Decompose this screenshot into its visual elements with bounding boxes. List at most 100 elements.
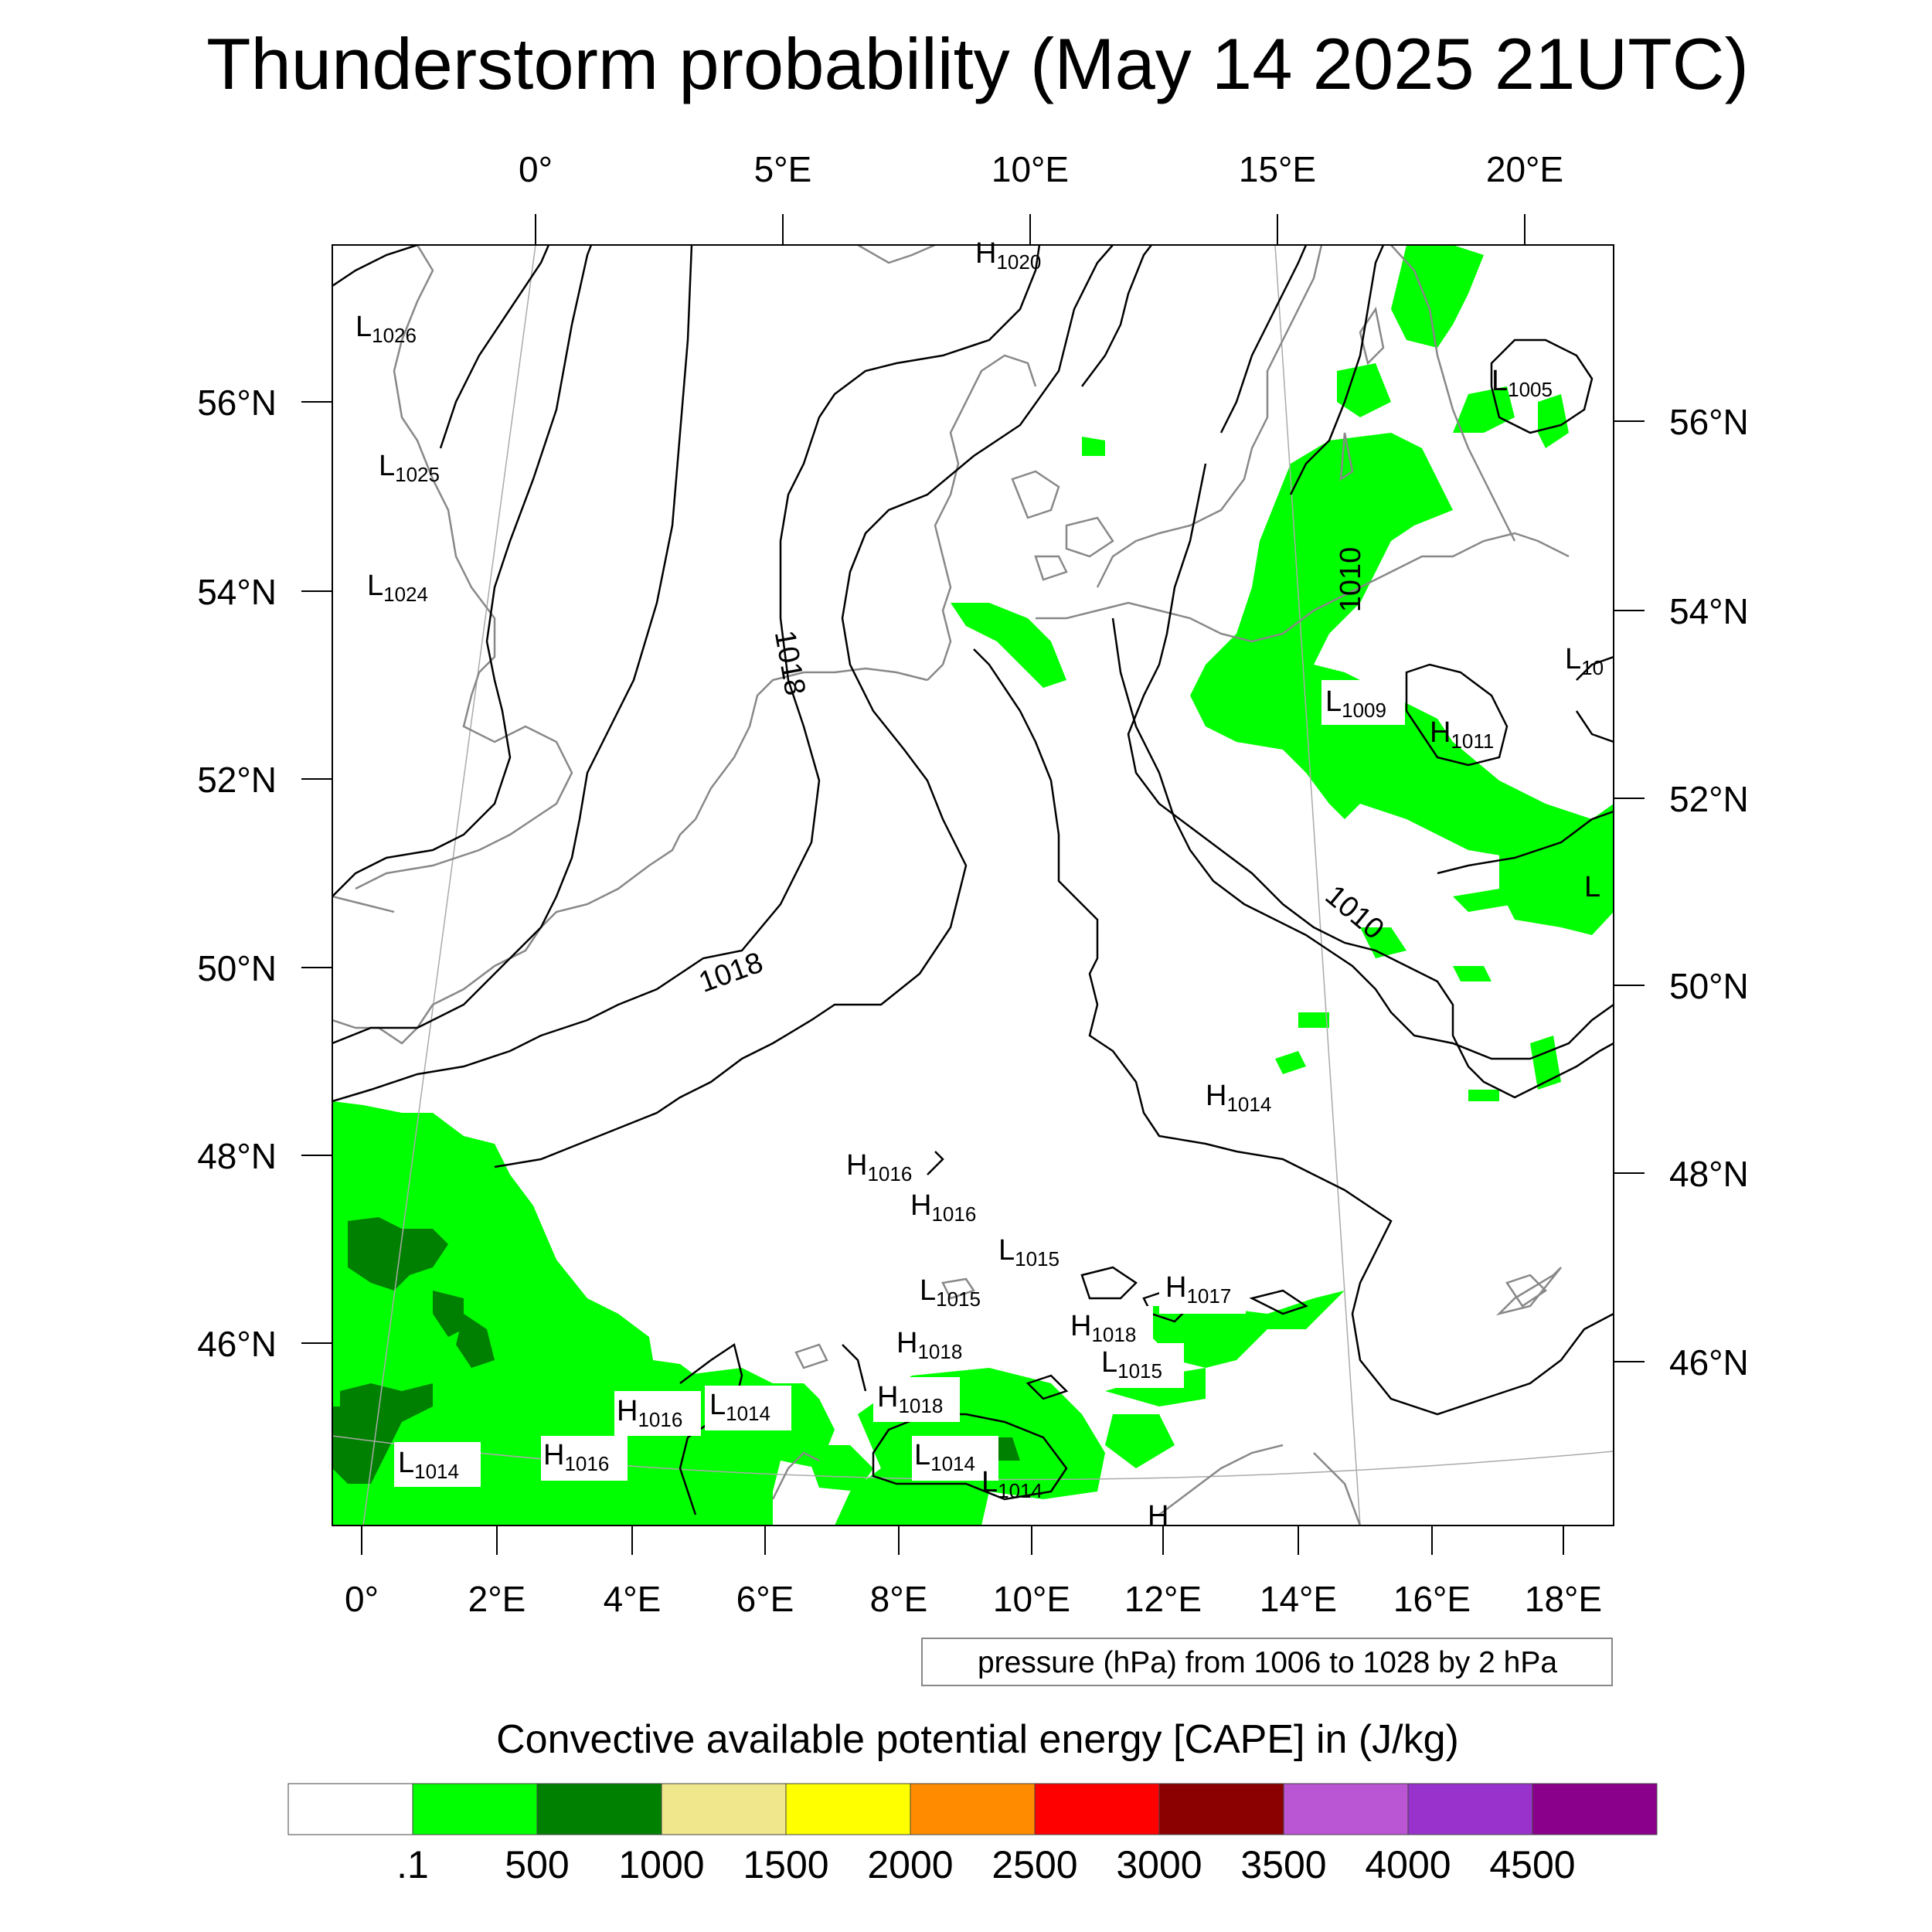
- legend-label: 3000: [1116, 1843, 1202, 1886]
- pressure-center: L1014: [709, 1389, 770, 1425]
- pressure-centers: H1020 L1026 L1025 L1024 L1005 L1009 H101…: [355, 237, 1604, 1532]
- svg-text:H1016: H1016: [910, 1189, 976, 1226]
- svg-text:L1026: L1026: [355, 311, 417, 347]
- bottom-lon-label: 16°E: [1393, 1579, 1471, 1619]
- pressure-center: L1026: [355, 311, 417, 347]
- svg-text:L1005: L1005: [1492, 365, 1553, 401]
- pressure-center: H1011: [1430, 716, 1494, 753]
- right-lat-label: 50°N: [1669, 966, 1749, 1006]
- pressure-center: L10: [1565, 643, 1604, 679]
- right-lat-label: 46°N: [1669, 1342, 1749, 1383]
- legend-swatch: [1283, 1783, 1409, 1835]
- right-lat-label: 48°N: [1669, 1154, 1749, 1194]
- bottom-lon-label: 18°E: [1525, 1579, 1602, 1619]
- legend-label: 2000: [867, 1843, 953, 1886]
- bottom-lon-label: 2°E: [468, 1579, 526, 1619]
- bottom-lon-label: 0°: [345, 1579, 379, 1619]
- legend-swatch: [287, 1783, 413, 1835]
- legend-swatch: [785, 1783, 911, 1835]
- left-lat-label: 46°N: [197, 1324, 277, 1364]
- svg-text:L1009: L1009: [1325, 685, 1386, 722]
- svg-text:L1014: L1014: [398, 1447, 459, 1483]
- right-latitude-axis: [1614, 420, 1645, 1362]
- pressure-center: H1020: [975, 237, 1041, 274]
- svg-text:H1016: H1016: [617, 1395, 682, 1431]
- right-lat-label: 54°N: [1669, 591, 1749, 631]
- svg-text:L1014: L1014: [981, 1466, 1043, 1502]
- legend-swatch: [910, 1783, 1036, 1835]
- legend-label: 500: [505, 1843, 569, 1886]
- legend-label: 4500: [1489, 1843, 1575, 1886]
- svg-text:H1017: H1017: [1165, 1271, 1231, 1308]
- legend-label: 4000: [1365, 1843, 1451, 1886]
- svg-text:L1015: L1015: [1101, 1346, 1162, 1383]
- svg-text:L1024: L1024: [367, 570, 428, 606]
- pressure-center: L1005: [1492, 365, 1553, 401]
- svg-text:H: H: [1148, 1500, 1168, 1532]
- legend-label: 2500: [992, 1843, 1077, 1886]
- pressure-center: L1025: [379, 450, 440, 486]
- svg-text:H1014: H1014: [1206, 1080, 1271, 1116]
- color-legend: [287, 1783, 1658, 1835]
- svg-text:H1011: H1011: [1430, 716, 1494, 753]
- pressure-center: H1017: [1165, 1271, 1231, 1308]
- svg-text:L1025: L1025: [379, 450, 440, 486]
- left-lat-label: 54°N: [197, 572, 277, 612]
- top-lon-label: 5°E: [754, 149, 812, 189]
- legend-label: .1: [396, 1843, 429, 1886]
- legend-swatch: [1158, 1783, 1284, 1835]
- legend-swatch: [1407, 1783, 1533, 1835]
- legend-swatch: [661, 1783, 787, 1835]
- legend-label: 3500: [1240, 1843, 1326, 1886]
- pressure-center: H: [1148, 1500, 1168, 1532]
- pressure-center: H1018: [877, 1381, 943, 1417]
- top-longitude-axis: [535, 214, 1526, 245]
- top-lon-label: 20°E: [1486, 149, 1563, 189]
- coastlines: [332, 245, 1570, 1526]
- left-lat-label: 50°N: [197, 948, 277, 988]
- left-latitude-axis: [301, 401, 332, 1344]
- pressure-center: H1016: [543, 1439, 609, 1475]
- svg-text:L1015: L1015: [920, 1274, 981, 1311]
- pressure-center: L1015: [1101, 1346, 1162, 1383]
- pressure-center: L1014: [398, 1447, 459, 1483]
- isobars: [332, 245, 1614, 1515]
- legend-title: Convective available potential energy [C…: [496, 1717, 1459, 1762]
- bottom-longitude-axis: [361, 1526, 1564, 1555]
- svg-text:L1014: L1014: [709, 1389, 770, 1425]
- svg-text:H1020: H1020: [975, 237, 1041, 274]
- pressure-center: H1016: [617, 1395, 682, 1431]
- pressure-note: pressure (hPa) from 1006 to 1028 by 2 hP…: [978, 1646, 1557, 1679]
- right-lat-label: 56°N: [1669, 402, 1749, 442]
- bottom-lon-label: 8°E: [870, 1579, 928, 1619]
- bottom-lon-label: 10°E: [993, 1579, 1070, 1619]
- svg-text:H1016: H1016: [543, 1439, 609, 1475]
- bottom-lon-label: 14°E: [1260, 1579, 1337, 1619]
- pressure-center: L1015: [998, 1234, 1060, 1270]
- left-lat-label: 56°N: [197, 383, 277, 423]
- svg-text:L: L: [1584, 871, 1600, 903]
- pressure-center: H1018: [896, 1327, 962, 1363]
- pressure-center: L: [1584, 871, 1600, 903]
- pressure-center: H1016: [910, 1189, 976, 1226]
- svg-text:H1018: H1018: [1070, 1310, 1136, 1346]
- legend-swatch: [536, 1783, 662, 1835]
- left-lat-label: 52°N: [197, 760, 277, 800]
- isobar-label: 1010: [1335, 547, 1367, 613]
- bottom-lon-label: 6°E: [736, 1579, 794, 1619]
- svg-text:L1014: L1014: [914, 1439, 975, 1475]
- legend-label: 1500: [743, 1843, 828, 1886]
- pressure-center: H1018: [1070, 1310, 1136, 1346]
- pressure-center: L1024: [367, 570, 428, 606]
- svg-text:L1015: L1015: [998, 1234, 1060, 1270]
- pressure-note-box: [921, 1638, 1613, 1686]
- legend-swatch: [1532, 1783, 1658, 1835]
- svg-text:H1018: H1018: [896, 1327, 962, 1363]
- bottom-lon-label: 12°E: [1124, 1579, 1202, 1619]
- pressure-center: L1014: [981, 1466, 1043, 1502]
- svg-text:H1016: H1016: [846, 1149, 912, 1185]
- svg-text:L10: L10: [1565, 643, 1604, 679]
- svg-text:H1018: H1018: [877, 1381, 943, 1417]
- right-lat-label: 52°N: [1669, 779, 1749, 819]
- pressure-center: H1014: [1206, 1080, 1271, 1116]
